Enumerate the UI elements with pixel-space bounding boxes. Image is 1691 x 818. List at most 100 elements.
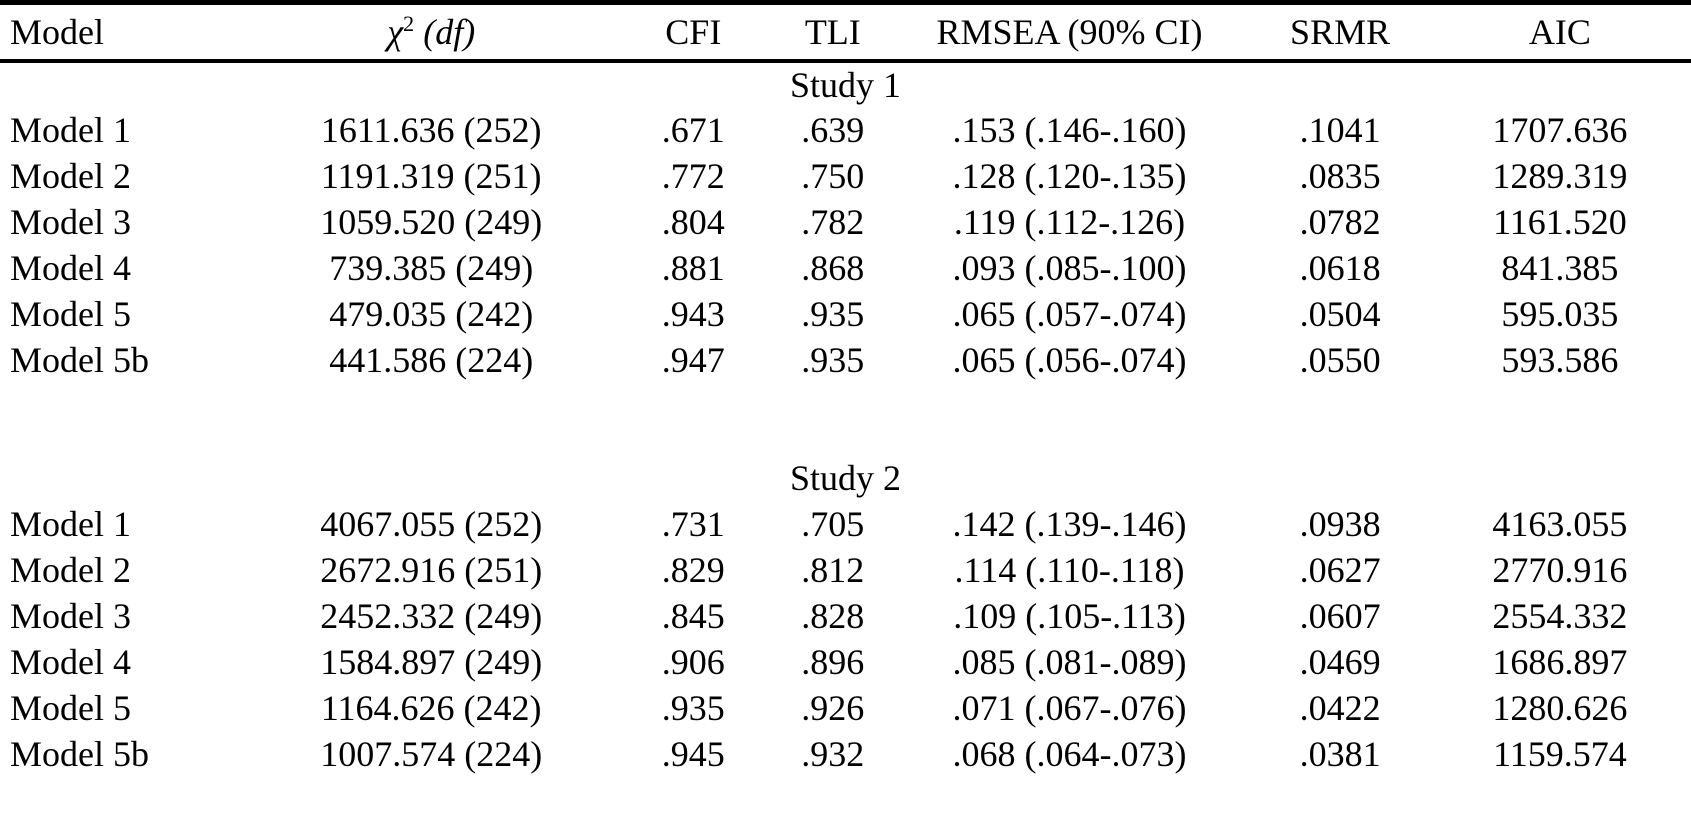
rmsea-cell: .142 (.139-.146) [952,503,1187,544]
model-name-cell: Model 2 [10,155,131,196]
table-row: Model 4 1584.897 (249) .906 .896 .085 (.081-… [0,639,1691,685]
srmr-cell: .0607 [1299,595,1381,636]
cfi-cell: .845 [661,595,725,636]
aic-cell: 2770.916 [1492,549,1628,590]
table-row: Model 3 1059.520 (249) .804 .782 .119 (.112-… [0,199,1691,245]
table-row: Model 1 4067.055 (252) .731 .705 .142 (.139-… [0,501,1691,547]
model-name-cell: Model 4 [10,641,131,682]
chi-squared-cell: 1611.636 (252) [320,109,542,150]
srmr-cell: .0469 [1299,641,1381,682]
cfi-cell: .731 [661,503,725,544]
aic-cell: 1707.636 [1492,109,1628,150]
srmr-cell: .0782 [1299,201,1381,242]
srmr-cell: .0618 [1299,247,1381,288]
model-name-cell: Model 5 [10,293,131,334]
aic-cell: 4163.055 [1492,503,1628,544]
rmsea-cell: .119 (.112-.126) [953,201,1186,242]
header-tli: TLI [804,11,861,52]
section-label: Study 1 [789,64,902,105]
aic-cell: 1289.319 [1492,155,1628,196]
header-cfi: CFI [665,11,722,52]
tli-cell: .639 [801,109,865,150]
aic-cell: 593.586 [1501,339,1619,380]
model-fit-table: Model χ2 (df) CFI TLI RMSEA (90% CI) SRM… [0,0,1691,777]
rmsea-cell: .085 (.081-.089) [952,641,1187,682]
header-rmsea: RMSEA (90% CI) [936,11,1203,52]
rmsea-cell: .065 (.056-.074) [952,339,1187,380]
srmr-cell: .0504 [1299,293,1381,334]
aic-cell: 1161.520 [1493,201,1627,242]
header-chi-squared-df: χ2 (df) [254,3,609,61]
aic-cell: 2554.332 [1492,595,1628,636]
table-row: Model 5 479.035 (242) .943 .935 .065 (.057-.… [0,291,1691,337]
cfi-cell: .935 [661,687,725,728]
srmr-cell: .0627 [1299,549,1381,590]
srmr-cell: .0422 [1299,687,1381,728]
tli-cell: .828 [801,595,865,636]
srmr-cell: .0550 [1299,339,1381,380]
cfi-cell: .804 [661,201,725,242]
cfi-cell: .671 [661,109,725,150]
model-name-cell: Model 5b [10,339,149,380]
rmsea-cell: .114 (.110-.118) [954,549,1185,590]
aic-cell: 1686.897 [1492,641,1628,682]
table-row: Model 5b 1007.574 (224) .945 .932 .068 (.064… [0,731,1691,777]
table-header-row: Model χ2 (df) CFI TLI RMSEA (90% CI) SRM… [0,3,1691,61]
aic-cell: 1280.626 [1492,687,1628,728]
model-name-cell: Model 5b [10,733,149,774]
tli-cell: .782 [801,201,865,242]
cfi-cell: .947 [661,339,725,380]
header-srmr: SRMR [1290,11,1391,52]
chi-squared-cell: 1584.897 (249) [320,641,543,682]
model-name-cell: Model 1 [10,503,131,544]
cfi-cell: .943 [661,293,725,334]
chi-squared-cell: 1007.574 (224) [320,733,543,774]
chi-squared-cell: 1059.520 (249) [320,201,543,242]
table-row: Model 1 1611.636 (252) .671 .639 .153 (.146-… [0,107,1691,153]
table-row: Model 5 1164.626 (242) .935 .926 .071 (.067-… [0,685,1691,731]
tli-cell: .812 [801,549,865,590]
tli-cell: .935 [801,293,865,334]
table-row: Model 2 2672.916 (251) .829 .812 .114 (.110-… [0,547,1691,593]
table-row: Model 2 1191.319 (251) .772 .750 .128 (.120-… [0,153,1691,199]
section-spacer [0,383,1691,455]
srmr-cell: .0381 [1299,733,1381,774]
rmsea-cell: .071 (.067-.076) [952,687,1187,728]
section-label-row: Study 1 [0,61,1691,107]
tli-cell: .868 [801,247,865,288]
section-label: Study 2 [789,457,902,498]
rmsea-cell: .109 (.105-.113) [953,595,1186,636]
tli-cell: .705 [801,503,865,544]
rmsea-cell: .153 (.146-.160) [952,109,1187,150]
aic-cell: 841.385 [1501,247,1619,288]
header-model: Model [10,11,104,52]
chi-squared-cell: 479.035 (242) [329,293,534,334]
srmr-cell: .0938 [1299,503,1381,544]
chi-squared-cell: 2452.332 (249) [320,595,543,636]
chi-squared-cell: 739.385 (249) [329,247,534,288]
model-name-cell: Model 1 [10,109,131,150]
rmsea-cell: .068 (.064-.073) [952,733,1187,774]
paper-table-page: Model χ2 (df) CFI TLI RMSEA (90% CI) SRM… [0,0,1691,777]
tli-cell: .896 [801,641,865,682]
rmsea-cell: .093 (.085-.100) [952,247,1187,288]
chi-squared-cell: 4067.055 (252) [320,503,543,544]
section-label-row: Study 2 [0,455,1691,501]
chi-squared-cell: 2672.916 (251) [320,549,543,590]
aic-cell: 1159.574 [1493,733,1627,774]
df-label: (df) [423,11,476,52]
tli-cell: .750 [801,155,865,196]
rmsea-cell: .065 (.057-.074) [952,293,1187,334]
srmr-cell: .1041 [1299,109,1381,150]
srmr-cell: .0835 [1299,155,1381,196]
cfi-cell: .772 [661,155,725,196]
cfi-cell: .945 [661,733,725,774]
table-row: Model 4 739.385 (249) .881 .868 .093 (.085-.… [0,245,1691,291]
cfi-cell: .829 [661,549,725,590]
chi-superscript: 2 [403,10,415,36]
chi-symbol: χ [387,11,404,52]
aic-cell: 595.035 [1501,293,1619,334]
model-name-cell: Model 2 [10,549,131,590]
cfi-cell: .906 [661,641,725,682]
header-aic: AIC [1528,11,1591,52]
